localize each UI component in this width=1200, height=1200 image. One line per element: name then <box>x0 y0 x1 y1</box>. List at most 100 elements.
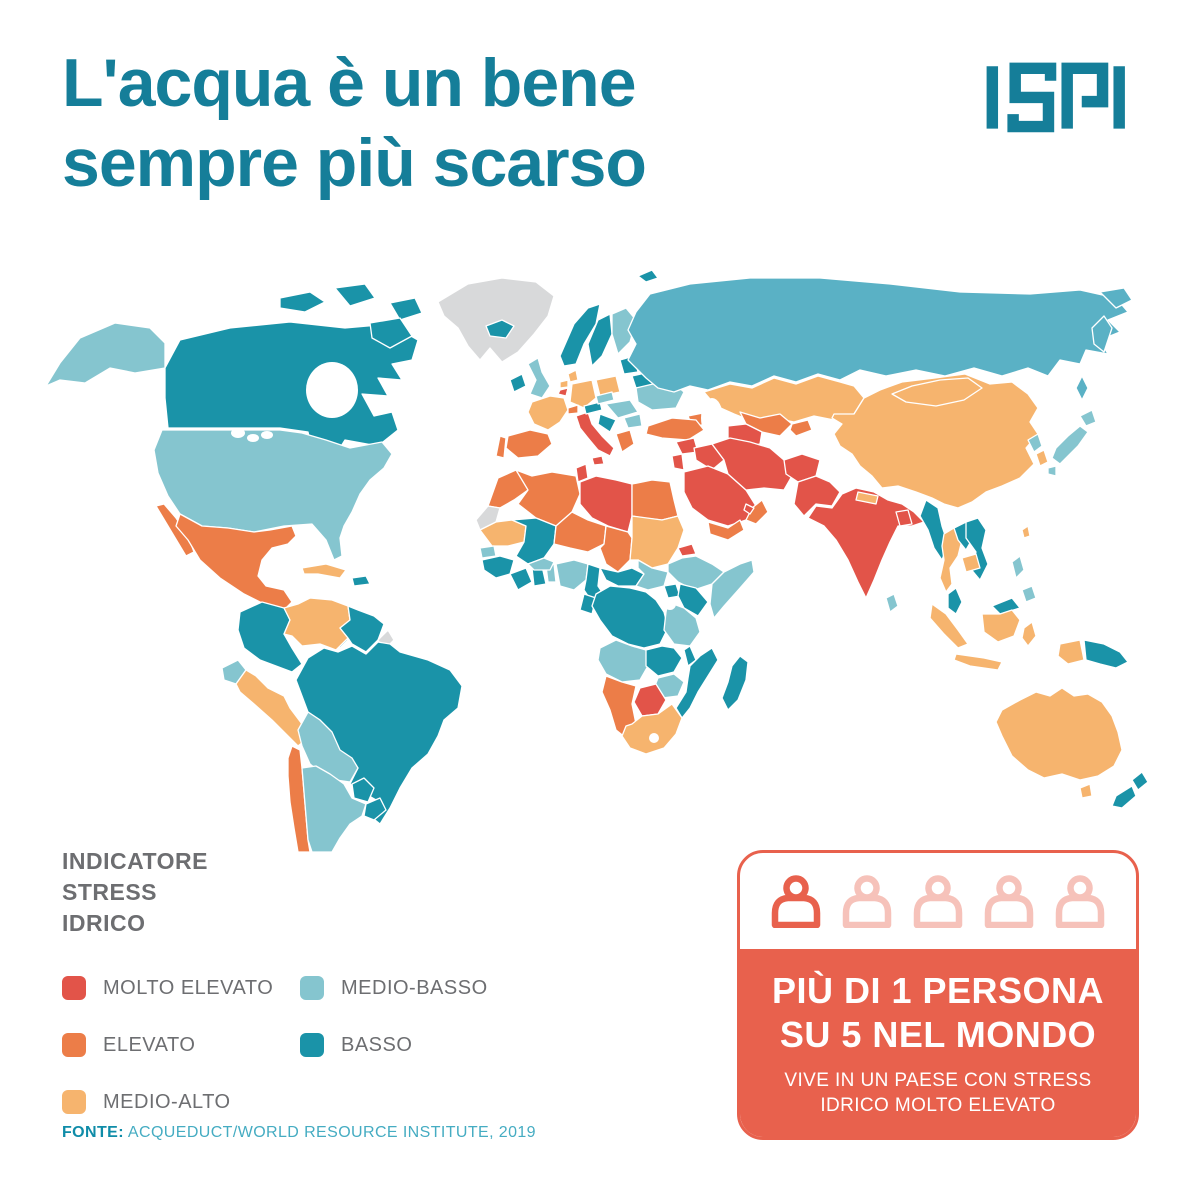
country-japan-honshu <box>1051 425 1089 465</box>
country-philippines-mindanao <box>1021 585 1037 603</box>
country-mozambique <box>675 647 719 719</box>
country-hungary-romania <box>605 399 639 419</box>
country-west-papua <box>1057 639 1085 665</box>
person-icon <box>982 874 1036 928</box>
country-mexico <box>175 513 297 611</box>
country-uruguay <box>363 797 387 821</box>
legend-swatch-medio_alto <box>62 1090 86 1114</box>
country-greenland <box>437 277 555 363</box>
country-libya <box>579 475 633 533</box>
person-icon <box>769 874 823 928</box>
country-denmark <box>567 369 579 383</box>
country-finland <box>611 307 637 355</box>
country-chad <box>599 525 633 573</box>
legend-item-molto_elevato: MOLTO ELEVATO <box>62 976 300 1000</box>
country-bolivia <box>297 711 359 783</box>
country-sulawesi <box>1021 621 1037 647</box>
country-austria <box>583 401 603 415</box>
world-map-svg <box>45 269 1149 853</box>
legend-swatch-molto_elevato <box>62 976 86 1000</box>
country-kyrgyzstan-tajikistan <box>789 419 813 437</box>
country-drc <box>591 585 669 649</box>
country-france <box>527 395 569 431</box>
country-burkina-faso <box>527 557 555 571</box>
legend-item-elevato: ELEVATO <box>62 1033 300 1057</box>
country-angola <box>597 639 649 683</box>
legend-swatch-basso <box>300 1033 324 1057</box>
country-uk <box>527 357 551 399</box>
country-czech-slovakia <box>595 391 615 405</box>
stat-headline-line1: PIÙ DI 1 PERSONA <box>771 970 1105 1011</box>
country-tunisia <box>575 463 589 483</box>
country-kamchatka <box>1091 315 1113 353</box>
stat-subtext-line1: VIVE IN UN PAESE CON STRESS <box>784 1069 1092 1091</box>
stat-card-body: PIÙ DI 1 PERSONA SU 5 NEL MONDO VIVE IN … <box>740 949 1136 1137</box>
country-tasmania <box>1079 783 1093 799</box>
legend-label-molto_elevato: MOLTO ELEVATO <box>103 976 274 999</box>
person-icon <box>911 874 965 928</box>
country-hispaniola <box>351 575 371 587</box>
country-arctic-island-2 <box>334 283 376 307</box>
country-kalimantan <box>981 609 1021 643</box>
country-bangladesh <box>895 509 913 527</box>
page-title: L'acqua è un bene sempre più scarso <box>62 44 822 203</box>
country-mongolia <box>891 377 983 407</box>
country-china <box>831 373 1039 509</box>
country-greece <box>615 429 635 453</box>
country-senegal <box>479 545 497 559</box>
map-water-overlays <box>231 362 723 743</box>
country-argentina <box>301 765 367 853</box>
country-java <box>953 653 1003 671</box>
country-iceland <box>485 319 515 339</box>
country-sicily <box>591 455 605 466</box>
legend-item-medio_alto: MEDIO-ALTO <box>62 1090 300 1114</box>
country-arctic-island-1 <box>279 291 326 313</box>
stat-card: PIÙ DI 1 PERSONA SU 5 NEL MONDO VIVE IN … <box>737 850 1139 1140</box>
country-venezuela <box>283 597 351 651</box>
source-text: ACQUEDUCT/WORLD RESOURCE INSTITUTE, 2019 <box>127 1124 536 1141</box>
legend-title-line2: STRESS <box>62 879 158 906</box>
legend-title-line3: IDRICO <box>62 910 146 937</box>
country-south-sudan <box>635 559 669 591</box>
country-ivory-coast <box>509 567 533 591</box>
country-philippines-luzon <box>1011 555 1025 579</box>
country-myanmar <box>919 499 949 561</box>
country-egypt <box>631 479 679 521</box>
country-kenya <box>677 583 709 617</box>
country-switzerland <box>567 404 579 415</box>
country-south-korea <box>1035 449 1049 467</box>
country-uae-qatar <box>743 503 755 515</box>
source-label: FONTE: <box>62 1124 124 1141</box>
page-title-line2: sempre più scarso <box>62 124 647 201</box>
country-papua-new-guinea <box>1083 639 1129 669</box>
legend-label-medio_basso: MEDIO-BASSO <box>341 976 488 999</box>
legend-title-line1: INDICATORE <box>62 848 208 874</box>
country-canada <box>164 321 419 457</box>
legend-item-medio_basso: MEDIO-BASSO <box>300 976 582 1000</box>
ispi-logo <box>984 60 1140 136</box>
country-paraguay <box>351 777 375 803</box>
country-taiwan <box>1021 525 1031 539</box>
country-turkey <box>645 417 705 441</box>
country-new-zealand-north <box>1131 771 1149 791</box>
country-bulgaria <box>623 413 643 429</box>
legend-title: INDICATORE STRESS IDRICO <box>62 846 208 939</box>
country-nigeria <box>555 559 589 591</box>
country-italy <box>575 411 615 457</box>
country-congo-gabon <box>579 593 597 615</box>
stat-subtext: VIVE IN UN PAESE CON STRESS IDRICO MOLTO… <box>740 1069 1136 1118</box>
country-israel-jordan <box>671 453 685 471</box>
country-cambodia <box>961 553 981 573</box>
country-sumatra <box>929 603 969 649</box>
country-madagascar <box>721 655 749 711</box>
country-germany <box>569 379 597 409</box>
legend-label-basso: BASSO <box>341 1033 413 1056</box>
country-zambia <box>645 645 683 677</box>
source-note: FONTE: ACQUEDUCT/WORLD RESOURCE INSTITUT… <box>62 1124 536 1142</box>
country-arctic-island-3 <box>389 297 423 321</box>
legend: MOLTO ELEVATO ELEVATO MEDIO-ALTO MEDIO-BASS… <box>62 976 582 1114</box>
country-oman <box>745 499 769 525</box>
country-belgium <box>557 387 569 397</box>
country-sakhalin <box>1075 375 1089 401</box>
country-poland <box>595 375 621 397</box>
